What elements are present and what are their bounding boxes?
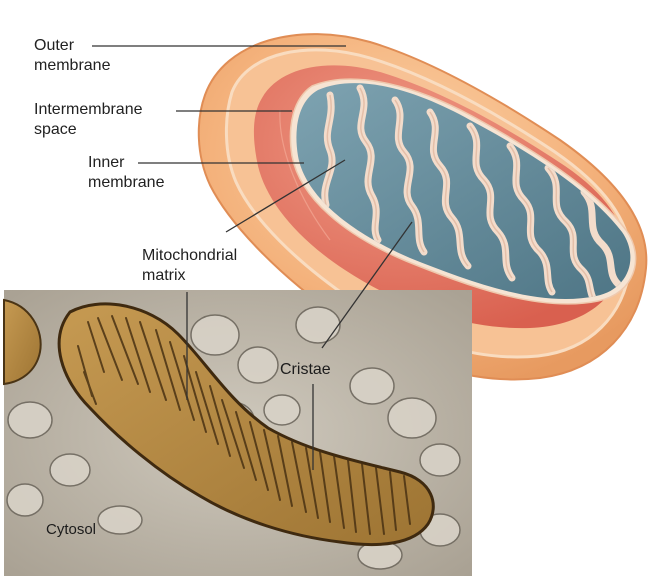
label-outer-membrane: Outer membrane <box>34 36 110 76</box>
label-mitochondrial-matrix-line1: Mitochondrial <box>142 247 238 264</box>
label-outer-membrane-line1: Outer <box>34 37 75 54</box>
leader-matrix-upper <box>225 159 346 233</box>
label-inner-membrane: Inner membrane <box>88 153 164 193</box>
label-inner-membrane-line1: Inner <box>88 154 125 171</box>
label-cristae: Cristae <box>280 361 331 378</box>
leader-lines <box>92 45 413 470</box>
label-cytosol: Cytosol <box>46 521 97 538</box>
label-mitochondrial-matrix: Mitochondrial matrix <box>142 246 237 286</box>
label-intermembrane-space-line2: space <box>34 121 77 138</box>
micrograph-mitochondrion <box>57 302 435 547</box>
label-intermembrane-space: Intermembrane space <box>34 100 143 140</box>
label-intermembrane-space-line1: Intermembrane <box>34 101 143 118</box>
label-mitochondrial-matrix-line2: matrix <box>142 267 186 284</box>
label-inner-membrane-line2: membrane <box>88 174 165 191</box>
label-outer-membrane-line2: membrane <box>34 57 111 74</box>
matrix-shape <box>296 83 631 300</box>
electron-micrograph <box>3 290 472 576</box>
leader-cristae-upper <box>321 221 413 349</box>
